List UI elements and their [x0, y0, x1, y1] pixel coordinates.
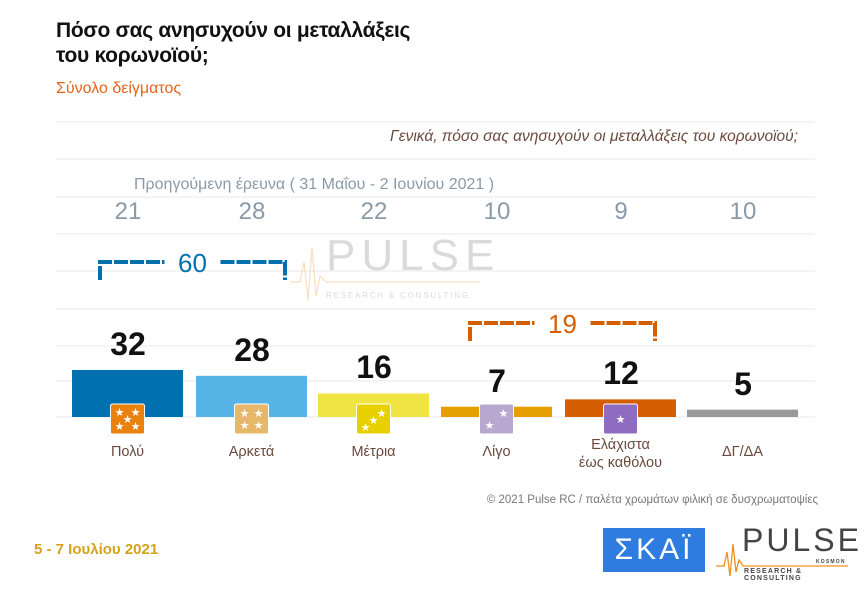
title-line-1: Πόσο σας ανησυχούν οι μεταλλάξεις: [56, 19, 411, 42]
category-label-line: Μέτρια: [351, 444, 396, 460]
category-label: Μέτρια: [309, 443, 439, 461]
chart-subtitle: Σύνολο δείγματος: [56, 80, 182, 97]
star-icon: ★: [616, 413, 626, 426]
previous-value: 9: [614, 198, 628, 225]
survey-date: 5 - 7 Ιουλίου 2021: [34, 541, 159, 558]
category-label-line: Πολύ: [110, 444, 145, 460]
category-label-line: ΔΓ/ΔΑ: [721, 444, 764, 460]
pulse-logo-tag: KOSMON: [816, 559, 846, 565]
previous-value: 10: [729, 198, 757, 225]
star-icon: ★: [131, 420, 141, 433]
pulse-logo-text: PULSE: [742, 522, 862, 558]
star-icon: ★: [123, 413, 133, 426]
star-badge-icon: [603, 403, 638, 435]
value-label: 5: [734, 365, 752, 402]
value-label: 16: [356, 349, 392, 386]
star-badge-icon: [110, 403, 145, 435]
group-bracket-19: 19: [468, 309, 657, 341]
star-icon: ★: [485, 419, 495, 432]
bracket-right: [590, 321, 657, 341]
group-bracket-60: 60: [98, 248, 287, 280]
skai-logo: ΣΚΑΪ: [603, 528, 705, 572]
value-label: 32: [110, 325, 146, 362]
value-label: 7: [488, 362, 506, 399]
category-label-line: Αρκετά: [228, 444, 275, 460]
category-label-line: έως καθόλου: [578, 455, 663, 471]
star-badge-icon: [479, 403, 514, 435]
star-icon: ★: [240, 419, 250, 432]
category-label: Ελάχιστα έως καθόλου: [556, 436, 686, 472]
previous-value: 10: [483, 198, 511, 225]
bar-5: [687, 409, 798, 417]
star-icon: ★: [240, 407, 250, 420]
watermark-pulse-text: PULSE: [326, 231, 500, 280]
previous-survey-label: Προηγούμενη έρευνα ( 31 Μαΐου - 2 Ιουνίο…: [134, 176, 495, 193]
group-total-label: 60: [178, 248, 207, 278]
watermark-pulse-line: [290, 247, 480, 301]
question-text: Γενικά, πόσο σας ανησυχούν οι μεταλλάξει…: [389, 128, 798, 145]
category-label: Λίγο: [432, 443, 562, 461]
star-icon: ★: [131, 406, 141, 419]
category-label-line: Λίγο: [482, 444, 511, 460]
bracket-right: [220, 260, 287, 280]
pulse-logo: PULSE KOSMON RESEARCH & CONSULTING: [716, 522, 859, 582]
value-label: 28: [234, 331, 270, 368]
star-icon: ★: [377, 407, 387, 420]
copyright-text: © 2021 Pulse RC / παλέτα χρωμάτων φιλική…: [486, 494, 818, 506]
value-label: 12: [603, 355, 639, 392]
star-icon: ★: [254, 419, 264, 432]
previous-value: 21: [114, 198, 142, 225]
pulse-logo-subtext: RESEARCH & CONSULTING: [744, 568, 803, 582]
star-icon: ★: [369, 414, 379, 427]
group-brackets: 60 19: [98, 248, 657, 341]
category-label: Αρκετά: [187, 443, 317, 461]
bracket-left: [98, 260, 165, 280]
watermark-sub-text: RESEARCH & CONSULTING: [326, 291, 470, 300]
star-badge-icon: [356, 403, 391, 435]
star-badge-icon: [234, 403, 269, 435]
star-icon: ★: [254, 407, 264, 420]
star-icon: ★: [115, 406, 125, 419]
category-label: ΔΓ/ΔΑ: [678, 443, 808, 461]
pulse-logo-line-icon: [716, 543, 848, 577]
badges: ★ ★★★ ★★ ★★ ★ ★★★ ★★ ★: [110, 403, 638, 435]
pulse-watermark: PULSE RESEARCH & CONSULTING: [290, 231, 500, 301]
category-label-line: Ελάχιστα: [591, 437, 650, 453]
title-line-2: του κορωνοϊού;: [56, 44, 209, 67]
category-label: Πολύ: [63, 443, 193, 461]
bracket-left: [468, 321, 535, 341]
chart-title: Πόσο σας ανησυχούν οι μεταλλάξεις του κο…: [56, 18, 410, 68]
star-icon: ★: [499, 407, 509, 420]
previous-value: 22: [360, 198, 388, 225]
group-total-label: 19: [548, 309, 577, 339]
star-icon: ★: [361, 421, 371, 434]
star-icon: ★: [115, 420, 125, 433]
previous-value: 28: [238, 198, 266, 225]
